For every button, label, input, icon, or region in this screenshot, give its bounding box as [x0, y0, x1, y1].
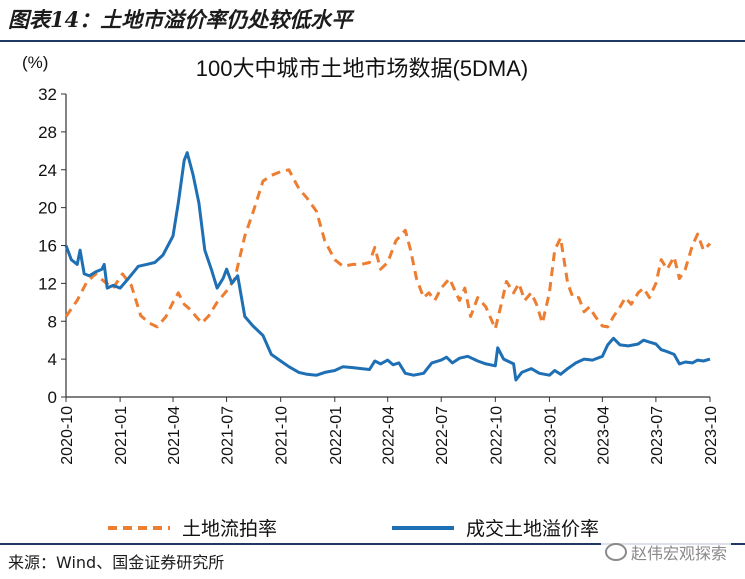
y-tick-label: 24	[38, 161, 57, 180]
figure-label: 图表14：土地市溢价率仍处较低水平	[8, 7, 353, 32]
legend: 土地流拍率 成交土地溢价率	[108, 518, 599, 539]
series-line-land-premium-rate	[64, 151, 711, 382]
x-tick-label: 2020-10	[59, 406, 76, 465]
x-tick-label: 2023-01	[542, 406, 559, 465]
y-tick-label: 20	[38, 199, 57, 218]
source-divider	[0, 543, 745, 545]
watermark: 赵伟宏观探索	[600, 538, 731, 566]
x-tick-label: 2023-04	[595, 406, 612, 465]
x-tick-label: 2022-01	[328, 406, 345, 465]
x-tick-label: 2021-07	[220, 406, 237, 465]
series-layer	[64, 151, 712, 382]
y-tick-label: 0	[48, 388, 57, 407]
y-tick-label: 32	[38, 85, 57, 104]
y-axis-unit: (%)	[22, 53, 48, 72]
x-tick-label: 2022-10	[488, 406, 505, 465]
watermark-text: 赵伟宏观探索	[630, 544, 727, 563]
legend-label: 成交土地溢价率	[466, 518, 599, 539]
series-line-land-auction-failure-rate	[64, 168, 712, 331]
y-tick-label: 12	[38, 274, 57, 293]
y-tick-label: 4	[48, 350, 57, 369]
chart-title: 100大中城市土地市场数据(5DMA)	[196, 56, 528, 81]
y-tick-label: 28	[38, 123, 57, 142]
legend-label: 土地流拍率	[182, 518, 277, 539]
x-tick-label: 2023-10	[703, 406, 720, 465]
title-divider	[0, 40, 745, 42]
source-note: 来源：Wind、国金证券研究所	[8, 553, 225, 572]
wechat-icon	[604, 543, 627, 561]
x-tick-label: 2021-04	[166, 406, 183, 465]
y-tick-label: 8	[48, 312, 57, 331]
x-tick-label: 2021-10	[274, 406, 291, 465]
x-tick-label: 2022-07	[434, 406, 451, 465]
axes: 0 4 8 12 16 20 24 28 32 2020-10 2021-01 2021-04 2021…	[38, 85, 720, 465]
land-market-line-chart: 100大中城市土地市场数据(5DMA) (%) 0 4 8 12 16 20 24 28 32 2…	[22, 53, 720, 539]
x-tick-label: 2023-07	[649, 406, 666, 465]
x-tick-label: 2022-04	[381, 406, 398, 465]
x-tick-label: 2021-01	[113, 406, 130, 465]
y-tick-label: 16	[38, 237, 57, 256]
